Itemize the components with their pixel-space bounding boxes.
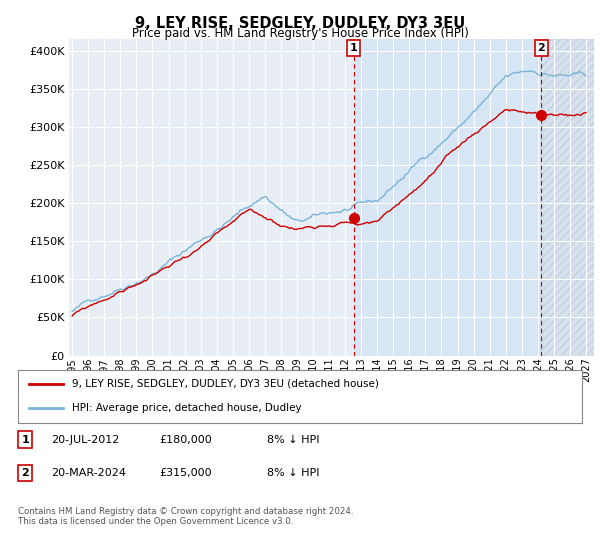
Text: 8% ↓ HPI: 8% ↓ HPI [267,468,320,478]
Text: HPI: Average price, detached house, Dudley: HPI: Average price, detached house, Dudl… [71,403,301,413]
Text: 8% ↓ HPI: 8% ↓ HPI [267,435,320,445]
Text: 20-JUL-2012: 20-JUL-2012 [51,435,119,445]
Text: Price paid vs. HM Land Registry's House Price Index (HPI): Price paid vs. HM Land Registry's House … [131,27,469,40]
Text: 9, LEY RISE, SEDGLEY, DUDLEY, DY3 3EU (detached house): 9, LEY RISE, SEDGLEY, DUDLEY, DY3 3EU (d… [71,379,379,389]
Bar [541,39,594,356]
Text: 1: 1 [22,435,29,445]
Text: 9, LEY RISE, SEDGLEY, DUDLEY, DY3 3EU: 9, LEY RISE, SEDGLEY, DUDLEY, DY3 3EU [135,16,465,31]
Text: 2: 2 [22,468,29,478]
Text: 1: 1 [350,43,358,53]
Text: 20-MAR-2024: 20-MAR-2024 [51,468,126,478]
Text: Contains HM Land Registry data © Crown copyright and database right 2024.
This d: Contains HM Land Registry data © Crown c… [18,507,353,526]
Text: £180,000: £180,000 [159,435,212,445]
Bar [354,39,541,356]
Text: 2: 2 [538,43,545,53]
Text: £315,000: £315,000 [159,468,212,478]
